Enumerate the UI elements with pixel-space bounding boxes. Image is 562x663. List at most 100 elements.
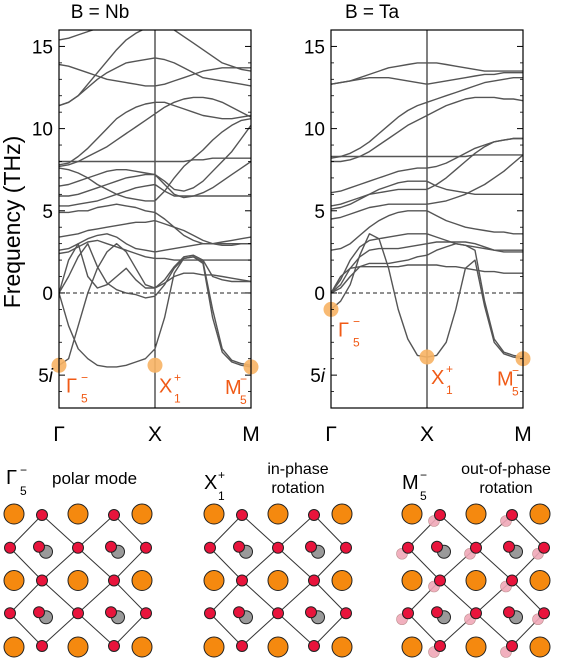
y-tick-label: 15 xyxy=(32,37,53,58)
octahedron-edge xyxy=(313,547,347,581)
oxygen-atom xyxy=(434,509,446,521)
oxygen-atom xyxy=(272,541,284,554)
marker-label-X: X +1 xyxy=(431,362,453,397)
y-tick-label: 0 xyxy=(42,284,53,305)
structure-sub-x: 1 xyxy=(218,489,225,503)
a-site-atom xyxy=(67,570,89,591)
structure-caption-line: polar mode xyxy=(52,469,137,488)
phonon-branch-9 xyxy=(59,183,251,207)
a-site-atom xyxy=(465,570,487,591)
oxygen-atom xyxy=(236,640,248,652)
structure-label-gamma: Γ xyxy=(6,467,17,489)
oxygen-atom xyxy=(506,640,518,652)
octahedron-edge xyxy=(277,612,315,647)
x-tick-label: Γ xyxy=(325,423,337,446)
octahedron-edge xyxy=(209,612,243,647)
marker-label-sub: 5 xyxy=(512,385,519,399)
marker-label-symbol: X xyxy=(431,367,444,389)
x-tick-label: M xyxy=(514,423,532,446)
structure-sup-x: + xyxy=(218,468,225,482)
a-site-atom xyxy=(3,636,25,658)
octahedron-edge xyxy=(439,514,477,549)
a-site-atom xyxy=(401,636,423,658)
y-tick-label: 5i xyxy=(310,366,326,387)
octahedron-edge xyxy=(41,547,79,581)
oxygen-atom xyxy=(4,607,16,620)
oxygen-atom xyxy=(33,606,45,619)
octahedron-edge xyxy=(313,580,347,614)
oxygen-atom xyxy=(308,509,320,521)
phonon-branch-14 xyxy=(59,101,251,166)
x-tick-label: M xyxy=(242,423,260,446)
oxygen-atom xyxy=(233,540,245,553)
phonon-branch-13 xyxy=(331,154,523,158)
oxygen-atom xyxy=(340,541,352,554)
octahedron-edge xyxy=(511,580,545,614)
phonon-branch-16 xyxy=(59,57,251,107)
octahedron-edge xyxy=(241,547,279,581)
structure-caption-line: rotation xyxy=(479,480,532,497)
oxygen-atom xyxy=(36,640,48,652)
a-site-atom xyxy=(67,503,89,525)
a-site-atom xyxy=(3,570,25,591)
marker-label-sup: − xyxy=(81,370,88,384)
structure-caption-line: out-of-phase xyxy=(461,461,551,478)
structure-caption-line: rotation xyxy=(271,480,324,497)
octahedron-edge xyxy=(41,580,79,614)
band-lines xyxy=(331,62,523,360)
oxygen-atom xyxy=(308,574,320,587)
phonon-branch-2 xyxy=(331,243,523,358)
oxygen-atom xyxy=(140,607,152,620)
y-tick-label: 10 xyxy=(304,120,325,141)
structure-caption-inphase: X + 1 in-phase rotation xyxy=(204,461,329,503)
structure-outphase xyxy=(396,503,551,658)
octahedron-edge xyxy=(241,580,279,614)
structure-sub-m: 5 xyxy=(420,489,427,503)
structure-label-x: X xyxy=(204,472,217,494)
y-axis-label: Frequency (THz) xyxy=(0,136,25,309)
marker-label-sub: 5 xyxy=(240,393,247,407)
oxygen-atom xyxy=(503,540,515,553)
marker-label-sup: − xyxy=(512,364,519,378)
oxygen-atom xyxy=(305,540,317,553)
octahedron-edge xyxy=(439,580,477,614)
structure-sub-gamma: 5 xyxy=(20,484,27,498)
octahedron-edge xyxy=(41,514,79,549)
oxygen-atom xyxy=(236,509,248,521)
octahedron-edge xyxy=(9,580,43,614)
octahedron-edge xyxy=(511,514,545,549)
marker-label-M: M− 5 xyxy=(225,372,247,407)
octahedron-edge xyxy=(277,547,315,581)
instability-marker-1-10 xyxy=(419,349,435,365)
oxygen-atom xyxy=(204,541,216,554)
oxygen-atom xyxy=(538,541,550,554)
x-tick-label: Γ xyxy=(53,423,65,446)
oxygen-atom xyxy=(140,541,152,554)
octahedron-edge xyxy=(313,514,347,549)
a-site-atom xyxy=(267,503,289,525)
oxygen-atom xyxy=(233,606,245,619)
panel-title-ta: B = Ta xyxy=(345,2,399,23)
marker-label-sup: + xyxy=(446,362,453,376)
oxygen-atom xyxy=(308,640,320,652)
octahedron-edge xyxy=(113,514,147,549)
structure-polar xyxy=(3,503,153,658)
phonon-branch-12 xyxy=(59,118,251,202)
structure-caption-line: in-phase xyxy=(267,461,328,478)
marker-label-sub: 1 xyxy=(446,383,453,397)
phonon-branch-10 xyxy=(331,137,523,194)
marker-label-symbol: M xyxy=(225,377,242,399)
oxygen-atom xyxy=(204,607,216,620)
y-tick-label: 5 xyxy=(42,202,53,223)
oxygen-atom xyxy=(506,574,518,587)
instability-marker-1-10 xyxy=(147,357,163,373)
marker-label-symbol: X xyxy=(159,375,172,397)
octahedron-edge xyxy=(407,547,441,581)
marker-label-sup: + xyxy=(174,370,181,384)
a-site-atom xyxy=(465,636,487,658)
octahedron-edge xyxy=(9,547,43,581)
oxygen-atom xyxy=(470,607,482,620)
marker-label-sub: 1 xyxy=(174,391,181,405)
oxygen-atom xyxy=(538,607,550,620)
